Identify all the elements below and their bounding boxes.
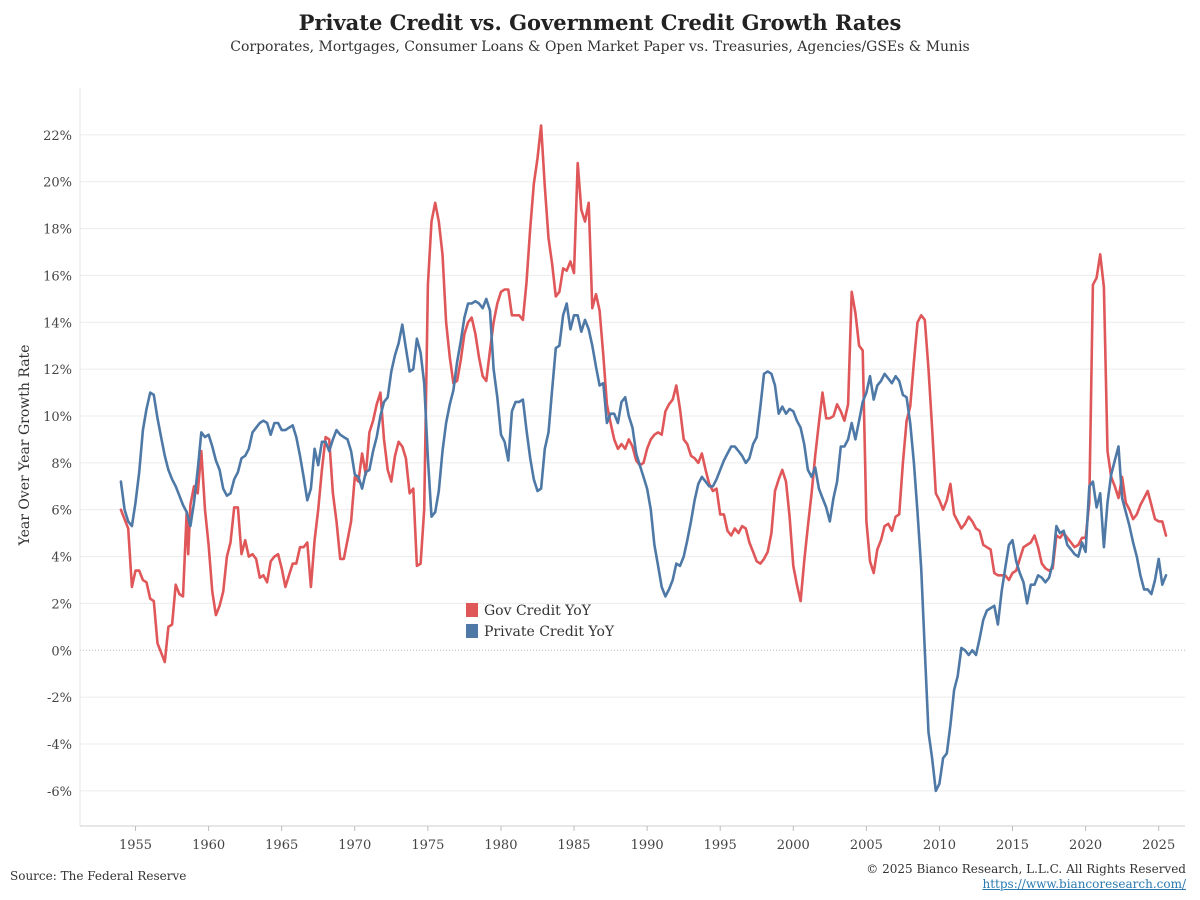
y-tick-label: 16% (43, 269, 72, 284)
y-tick-label: -4% (47, 738, 72, 753)
x-tick-label: 2010 (923, 838, 956, 853)
copyright-note: © 2025 Bianco Research, L.L.C. All Right… (866, 862, 1186, 876)
y-tick-label: 8% (51, 457, 72, 472)
x-tick-label: 1970 (338, 838, 371, 853)
legend-label: Gov Credit YoY (484, 603, 592, 619)
legend: Gov Credit YoY Private Credit YoY (466, 603, 615, 640)
y-tick-label: 22% (43, 129, 72, 144)
y-tick-label: -6% (47, 785, 72, 800)
y-tick-label: 20% (43, 176, 72, 191)
legend-swatch (466, 624, 478, 638)
website-link[interactable]: https://www.biancoresearch.com/ (982, 877, 1186, 891)
y-tick-label: 2% (51, 597, 72, 612)
chart-title: Private Credit vs. Government Credit Gro… (298, 10, 902, 35)
x-tick-label: 1985 (557, 838, 590, 853)
x-tick-label: 2005 (850, 838, 883, 853)
y-tick-label: 18% (43, 223, 72, 238)
legend-label: Private Credit YoY (484, 624, 615, 640)
x-tick-label: 2020 (1069, 838, 1102, 853)
y-tick-label: 0% (51, 644, 72, 659)
gridlines (80, 134, 1185, 792)
x-tick-label: 2000 (777, 838, 810, 853)
x-tick-label: 2025 (1142, 838, 1175, 853)
y-tick-label: 6% (51, 504, 72, 519)
y-tick-label: -2% (47, 691, 72, 706)
x-tick-label: 1995 (704, 838, 737, 853)
x-tick-label: 1955 (119, 838, 152, 853)
y-tick-label: 12% (43, 363, 72, 378)
chart-subtitle: Corporates, Mortgages, Consumer Loans & … (230, 39, 970, 55)
x-tick-label: 1965 (265, 838, 298, 853)
series-line-gov-credit (119, 124, 1168, 664)
x-tick-label: 1960 (192, 838, 225, 853)
y-tick-label: 4% (51, 551, 72, 566)
y-tick-label: 14% (43, 316, 72, 331)
axes: -6% -4% -2% 0% 2% 4% 6% 8% 10% 12% 14% 16% 18% 20% 22%… (43, 88, 1185, 853)
series (119, 124, 1168, 793)
y-tick-label: 10% (43, 410, 72, 425)
x-tick-label: 1990 (631, 838, 664, 853)
series-line-private-credit (119, 297, 1168, 793)
x-tick-label: 1980 (484, 838, 517, 853)
x-tick-label: 1975 (411, 838, 444, 853)
source-note: Source: The Federal Reserve (10, 869, 187, 883)
legend-swatch (466, 603, 478, 617)
x-tick-label: 2015 (996, 838, 1029, 853)
